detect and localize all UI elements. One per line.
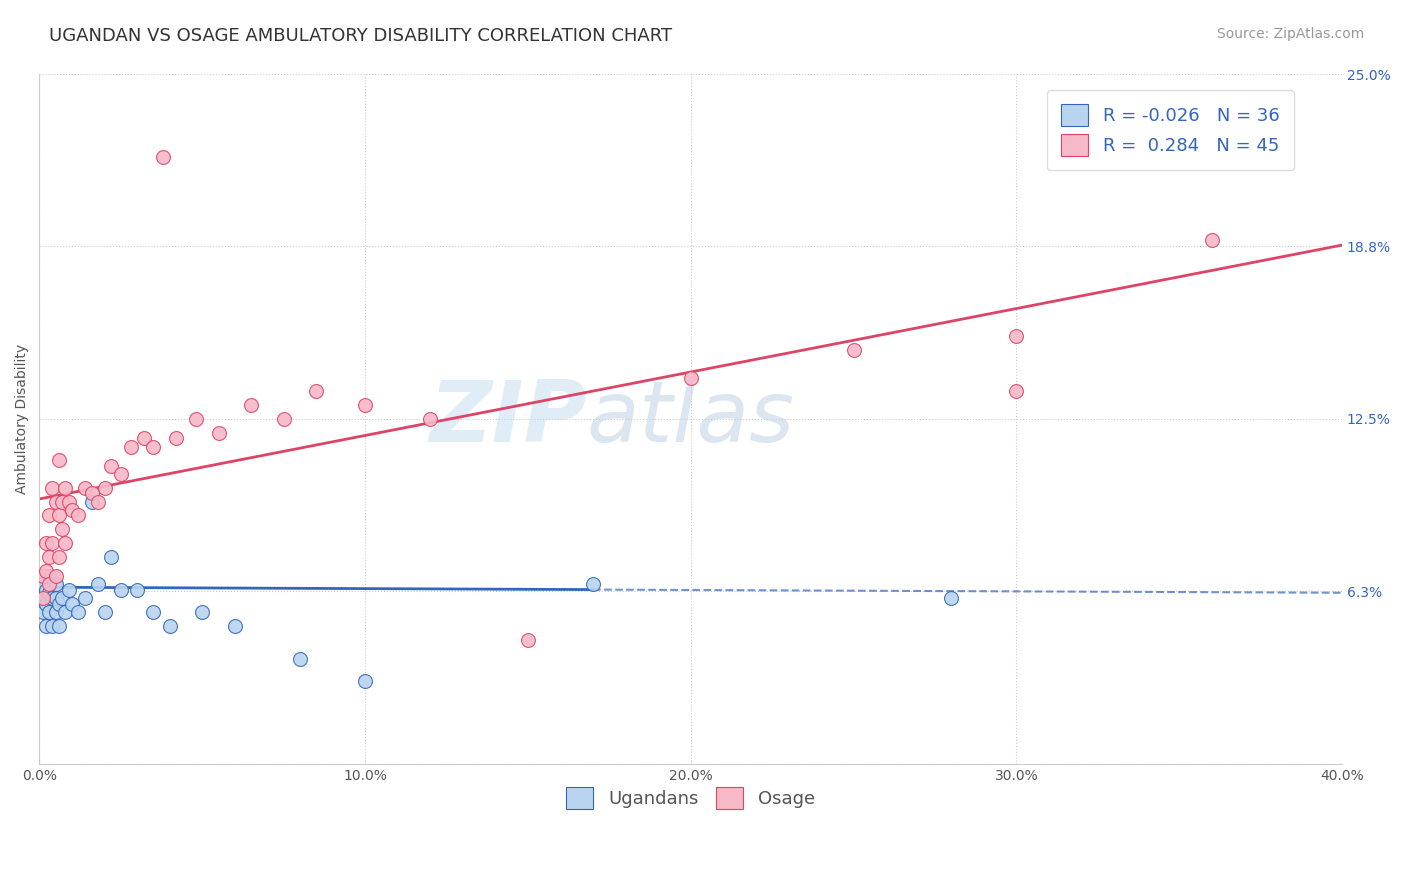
Point <box>159 619 181 633</box>
Point <box>58 494 80 508</box>
Text: UGANDAN VS OSAGE AMBULATORY DISABILITY CORRELATION CHART: UGANDAN VS OSAGE AMBULATORY DISABILITY C… <box>49 27 672 45</box>
Point <box>165 431 187 445</box>
Point <box>35 536 58 550</box>
Point <box>48 597 70 611</box>
Point <box>45 577 67 591</box>
Point <box>516 632 538 647</box>
Point <box>207 425 229 440</box>
Point <box>45 605 67 619</box>
Point <box>80 494 103 508</box>
Point <box>73 591 96 606</box>
Point <box>582 577 605 591</box>
Point <box>120 440 142 454</box>
Point <box>38 605 60 619</box>
Point <box>87 577 110 591</box>
Point <box>93 605 115 619</box>
Point <box>45 591 67 606</box>
Point <box>58 582 80 597</box>
Point <box>48 619 70 633</box>
Point <box>38 508 60 523</box>
Y-axis label: Ambulatory Disability: Ambulatory Disability <box>15 343 30 494</box>
Point <box>38 569 60 583</box>
Point <box>354 674 377 689</box>
Point <box>224 619 246 633</box>
Point <box>100 458 122 473</box>
Point <box>87 494 110 508</box>
Point <box>41 481 63 495</box>
Point <box>31 569 53 583</box>
Point <box>305 384 328 399</box>
Point <box>273 412 295 426</box>
Point <box>1005 329 1028 343</box>
Point <box>842 343 865 357</box>
Point <box>31 605 53 619</box>
Text: Source: ZipAtlas.com: Source: ZipAtlas.com <box>1216 27 1364 41</box>
Point <box>419 412 441 426</box>
Point <box>31 577 53 591</box>
Point <box>60 503 83 517</box>
Point <box>35 619 58 633</box>
Point <box>41 591 63 606</box>
Point <box>31 591 53 606</box>
Legend: Ugandans, Osage: Ugandans, Osage <box>553 772 830 824</box>
Point <box>191 605 214 619</box>
Point <box>679 370 702 384</box>
Point <box>35 582 58 597</box>
Point <box>142 605 165 619</box>
Point <box>80 486 103 500</box>
Point <box>73 481 96 495</box>
Point <box>152 150 174 164</box>
Point <box>1005 384 1028 399</box>
Text: ZIP: ZIP <box>429 377 586 460</box>
Point <box>51 591 73 606</box>
Point <box>55 605 77 619</box>
Point <box>941 591 963 606</box>
Point <box>35 597 58 611</box>
Point <box>45 494 67 508</box>
Point <box>51 522 73 536</box>
Point <box>38 549 60 564</box>
Point <box>41 536 63 550</box>
Point <box>288 652 311 666</box>
Point <box>67 605 90 619</box>
Point <box>100 549 122 564</box>
Point <box>55 481 77 495</box>
Point <box>354 398 377 412</box>
Point <box>31 591 53 606</box>
Point <box>38 586 60 600</box>
Point <box>45 569 67 583</box>
Point <box>48 508 70 523</box>
Point <box>132 431 155 445</box>
Point <box>38 577 60 591</box>
Point <box>93 481 115 495</box>
Point <box>48 549 70 564</box>
Point <box>55 536 77 550</box>
Point <box>48 453 70 467</box>
Point <box>41 619 63 633</box>
Point <box>35 564 58 578</box>
Point <box>184 412 207 426</box>
Point <box>51 494 73 508</box>
Point <box>142 440 165 454</box>
Point <box>67 508 90 523</box>
Point <box>110 582 132 597</box>
Point <box>127 582 149 597</box>
Point <box>1201 233 1223 247</box>
Point <box>240 398 263 412</box>
Point <box>60 597 83 611</box>
Point <box>110 467 132 482</box>
Text: atlas: atlas <box>586 377 794 460</box>
